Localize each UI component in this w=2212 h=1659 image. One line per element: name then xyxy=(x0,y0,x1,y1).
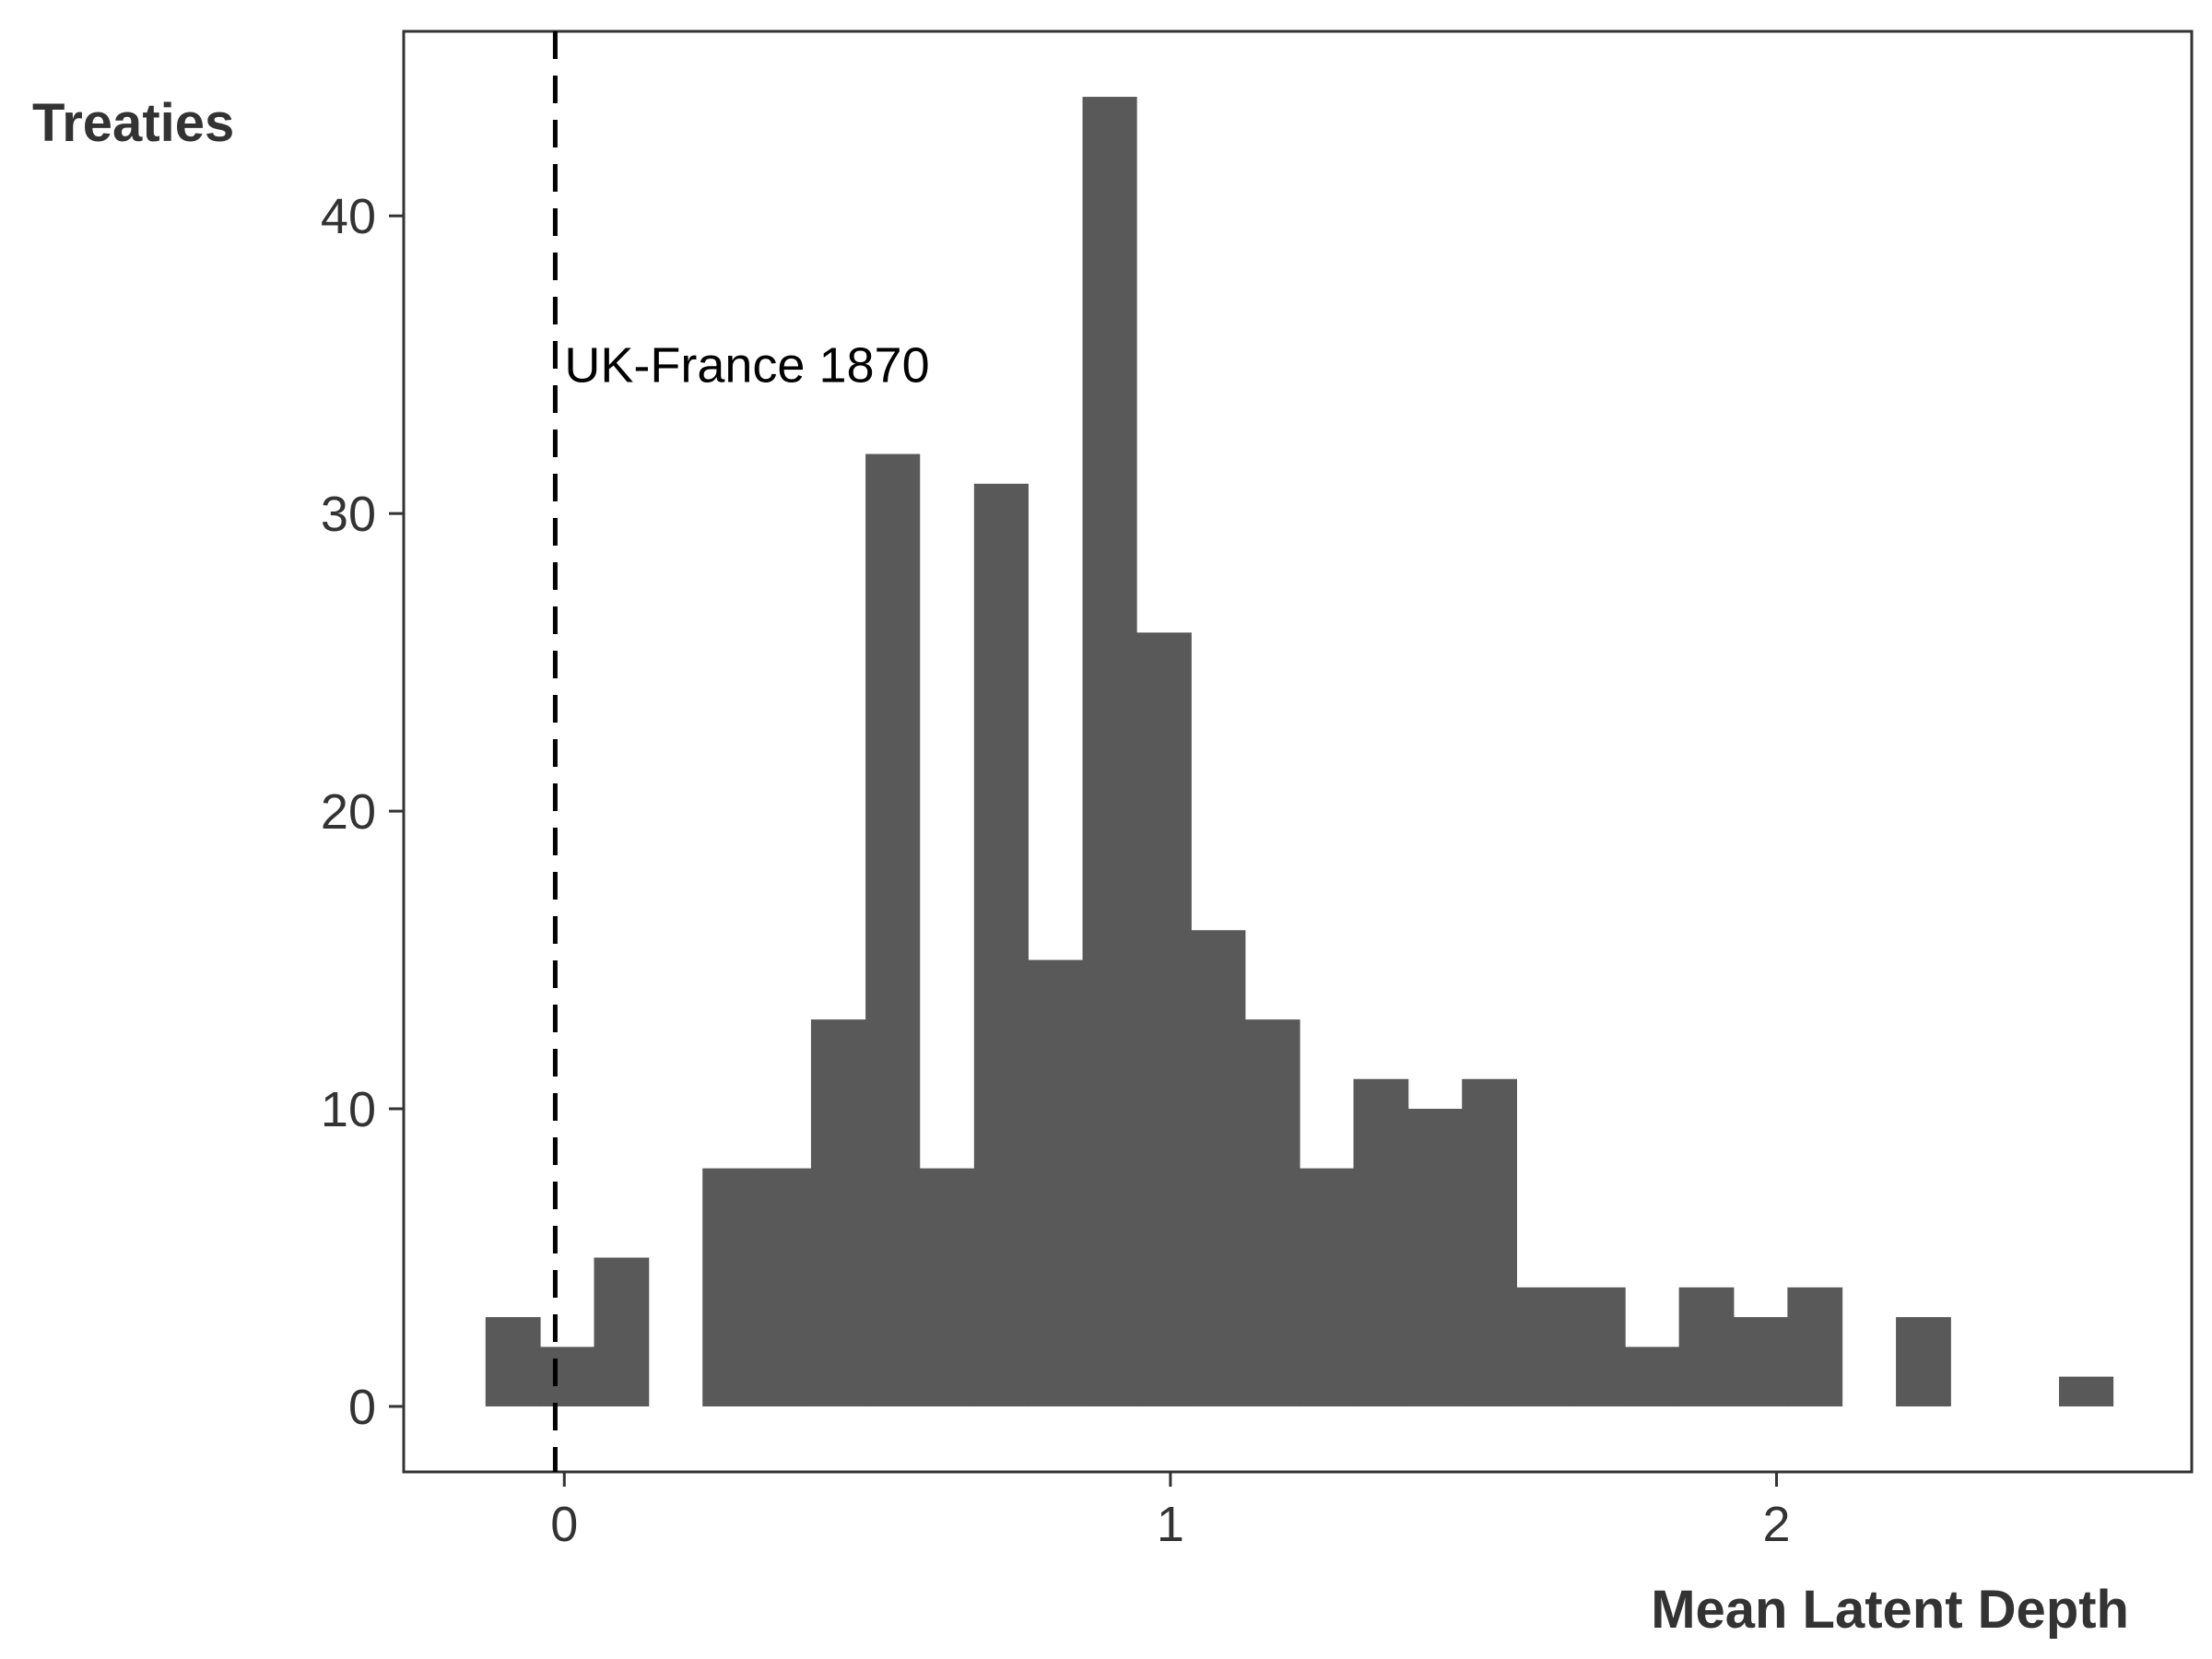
histogram-bar xyxy=(1516,1287,1571,1406)
histogram-bar xyxy=(1136,632,1192,1406)
histogram-bar xyxy=(1570,1287,1626,1406)
x-axis-title: Mean Latent Depth xyxy=(1651,1580,2129,1640)
histogram-bar xyxy=(973,483,1029,1406)
plot-panel-border xyxy=(402,29,2194,1474)
y-tick-label: 40 xyxy=(321,189,376,244)
histogram-bar xyxy=(1896,1317,1951,1406)
histogram-bar xyxy=(919,1168,975,1406)
histogram-bar xyxy=(1299,1168,1355,1406)
histogram-bar xyxy=(2058,1376,2114,1406)
histogram-bar xyxy=(865,453,921,1406)
reference-line-label: UK-France 1870 xyxy=(564,338,929,394)
histogram-bar xyxy=(1625,1347,1680,1406)
histogram-bar xyxy=(810,1019,866,1406)
histogram-bar xyxy=(1191,930,1246,1406)
x-axis: 0 1 2 xyxy=(550,1472,1791,1552)
histogram-bar xyxy=(757,1168,812,1406)
y-tick-label: 0 xyxy=(348,1380,376,1435)
x-tick-label: 0 xyxy=(550,1497,578,1552)
histogram-bar xyxy=(1787,1287,1843,1406)
histogram-bar xyxy=(485,1317,541,1406)
x-tick-label: 1 xyxy=(1157,1497,1184,1552)
y-tick-label: 10 xyxy=(321,1082,376,1137)
histogram-bar xyxy=(1678,1287,1735,1406)
y-axis-title: Treaties xyxy=(32,93,234,153)
histogram-bar xyxy=(1733,1317,1788,1406)
y-tick-label: 20 xyxy=(321,784,376,840)
histogram-bar xyxy=(1407,1109,1463,1406)
histogram-bar xyxy=(1028,959,1084,1406)
histogram-bar xyxy=(594,1257,650,1406)
x-tick-label: 2 xyxy=(1763,1497,1791,1552)
histogram-bar xyxy=(539,1347,595,1406)
histogram-bars xyxy=(485,97,2114,1406)
histogram-bar xyxy=(1082,97,1137,1406)
histogram-bar xyxy=(1353,1078,1409,1406)
histogram-bar xyxy=(702,1168,758,1406)
y-axis: 0 10 20 30 40 xyxy=(321,189,404,1435)
y-tick-label: 30 xyxy=(321,487,376,542)
histogram-bar xyxy=(1462,1078,1518,1406)
histogram-bar xyxy=(1244,1019,1300,1406)
